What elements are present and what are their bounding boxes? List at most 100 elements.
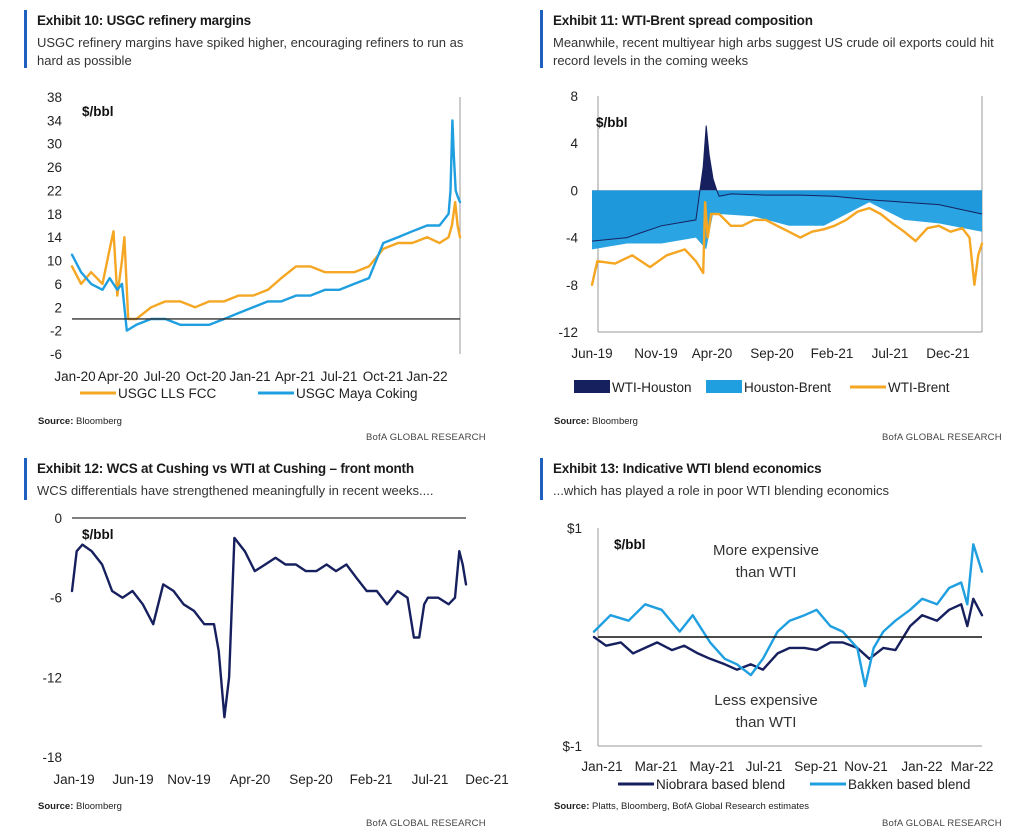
exhibit-subtitle: WCS differentials have strengthened mean… bbox=[37, 483, 434, 498]
legend-swatch bbox=[574, 380, 610, 393]
y-tick-label: 14 bbox=[47, 230, 63, 245]
y-tick-label: $-1 bbox=[562, 739, 582, 754]
x-tick-label: Jun-19 bbox=[112, 772, 153, 787]
accent-bar bbox=[540, 10, 543, 68]
exhibit-subtitle: Meanwhile, recent multiyear high arbs su… bbox=[553, 35, 994, 68]
x-tick-label: Jan-21 bbox=[581, 759, 622, 774]
y-tick-label: -8 bbox=[566, 278, 578, 293]
chart-exhibit-11: 8 4 0 -4 -8 -12 Jun-19 Nov-19 Apr-20 Sep-20 Feb-21… bbox=[558, 89, 984, 395]
bofa-brand: BofA GLOBAL RESEARCH bbox=[882, 818, 1002, 829]
y-tick-label: 6 bbox=[54, 277, 62, 292]
series-outline-wti-houston bbox=[591, 125, 983, 242]
exhibit-13-panel: Exhibit 13: Indicative WTI blend economi… bbox=[516, 452, 1024, 833]
y-tick-label: 8 bbox=[570, 89, 578, 104]
unit-label: $/bbl bbox=[82, 527, 114, 542]
bofa-brand: BofA GLOBAL RESEARCH bbox=[366, 432, 486, 443]
y-tick-label: 4 bbox=[570, 136, 578, 151]
source-label: Source: bbox=[38, 416, 74, 427]
source-text: Platts, Bloomberg, BofA Global Research … bbox=[592, 801, 810, 812]
legend-label: Niobrara based blend bbox=[656, 777, 785, 792]
legend-label: USGC Maya Coking bbox=[296, 386, 418, 401]
source-text: Bloomberg bbox=[76, 416, 122, 427]
y-tick-label: 34 bbox=[47, 113, 63, 128]
x-tick-label: Mar-22 bbox=[951, 759, 994, 774]
y-tick-label: 26 bbox=[47, 160, 62, 175]
y-tick-label: 10 bbox=[47, 254, 62, 269]
source-note: Source: Bloomberg bbox=[38, 416, 122, 427]
y-tick-label: 2 bbox=[54, 300, 62, 315]
y-tick-label: -4 bbox=[566, 231, 578, 246]
y-tick-label: 0 bbox=[570, 183, 578, 198]
unit-label: $/bbl bbox=[614, 537, 646, 552]
x-tick-label: Nov-19 bbox=[634, 346, 678, 361]
y-tick-label: $1 bbox=[567, 521, 582, 536]
exhibit-subtitle: USGC refinery margins have spiked higher… bbox=[37, 35, 464, 68]
bofa-brand: BofA GLOBAL RESEARCH bbox=[882, 432, 1002, 443]
y-tick-label: 18 bbox=[47, 207, 62, 222]
x-tick-label: Mar-21 bbox=[635, 759, 678, 774]
x-tick-label: Feb-21 bbox=[350, 772, 393, 787]
chart-exhibit-13: $1 $-1 Jan-21 Mar-21 May-21 Jul-21 Sep-21 Nov-2… bbox=[562, 521, 994, 792]
chart-exhibit-12: 0 -6 -12 -18 Jan-19 Jun-19 Nov-19 Apr-20 Sep-20 F… bbox=[42, 511, 509, 787]
legend-label: WTI-Houston bbox=[612, 380, 692, 395]
chart-annotation: than WTI bbox=[736, 564, 797, 581]
x-tick-label: Dec-21 bbox=[926, 346, 970, 361]
y-tick-label: 0 bbox=[54, 511, 62, 526]
accent-bar bbox=[24, 10, 27, 68]
bofa-brand: BofA GLOBAL RESEARCH bbox=[366, 818, 486, 829]
chart-exhibit-10: 38 34 30 26 22 18 14 10 6 2 -2 -6 Jan-20 Apr-20 Jul-20… bbox=[47, 90, 462, 401]
chart-annotation: Less expensive bbox=[714, 692, 817, 709]
exhibit-12-panel: Exhibit 12: WCS at Cushing vs WTI at Cus… bbox=[0, 452, 512, 833]
x-tick-label: Sep-20 bbox=[289, 772, 333, 787]
unit-label: $/bbl bbox=[596, 115, 628, 130]
x-tick-label: Sep-20 bbox=[750, 346, 794, 361]
x-tick-label: Nov-19 bbox=[167, 772, 211, 787]
exhibit-title: Exhibit 12: WCS at Cushing vs WTI at Cus… bbox=[37, 461, 414, 476]
source-note: Source: Bloomberg bbox=[38, 801, 122, 812]
x-tick-label: Dec-21 bbox=[465, 772, 509, 787]
accent-bar bbox=[24, 458, 27, 500]
series-line-bakken-based-blend bbox=[592, 543, 984, 688]
x-tick-label: Jul-21 bbox=[412, 772, 449, 787]
x-tick-label: Oct-20 bbox=[186, 369, 227, 384]
legend-label: WTI-Brent bbox=[888, 380, 950, 395]
source-note: Source: Bloomberg bbox=[554, 416, 638, 427]
source-label: Source: bbox=[554, 416, 590, 427]
legend-label: USGC LLS FCC bbox=[118, 386, 217, 401]
y-tick-label: 22 bbox=[47, 183, 62, 198]
exhibit-title: Exhibit 11: WTI-Brent spread composition bbox=[553, 13, 813, 28]
exhibit-10-panel: Exhibit 10: USGC refinery margins USGC r… bbox=[0, 0, 512, 450]
x-tick-label: Jan-22 bbox=[406, 369, 447, 384]
x-tick-label: Oct-21 bbox=[363, 369, 404, 384]
x-tick-label: Jan-19 bbox=[53, 772, 94, 787]
source-text: Bloomberg bbox=[592, 416, 638, 427]
exhibit-title: Exhibit 10: USGC refinery margins bbox=[37, 13, 251, 28]
series-line-niobrara-based-blend bbox=[592, 597, 984, 671]
chart-annotation: More expensive bbox=[713, 542, 819, 559]
exhibit-11-panel: Exhibit 11: WTI-Brent spread composition… bbox=[516, 0, 1024, 450]
x-tick-label: Jul-21 bbox=[746, 759, 783, 774]
x-tick-label: Sep-21 bbox=[794, 759, 838, 774]
series-line-usgc-maya-coking bbox=[70, 119, 462, 332]
x-tick-label: Jan-20 bbox=[54, 369, 95, 384]
y-tick-label: -6 bbox=[50, 347, 62, 362]
y-tick-label: -2 bbox=[50, 324, 62, 339]
x-tick-label: Jan-22 bbox=[901, 759, 942, 774]
x-tick-label: Apr-20 bbox=[230, 772, 271, 787]
accent-bar bbox=[540, 458, 543, 500]
x-tick-label: Nov-21 bbox=[844, 759, 888, 774]
chart-annotation: than WTI bbox=[736, 714, 797, 731]
exhibit-title: Exhibit 13: Indicative WTI blend economi… bbox=[553, 461, 822, 476]
y-tick-label: -12 bbox=[558, 325, 578, 340]
y-tick-label: -6 bbox=[50, 591, 62, 606]
x-tick-label: Apr-20 bbox=[692, 346, 733, 361]
legend-swatch bbox=[706, 380, 742, 393]
exhibit-subtitle: ...which has played a role in poor WTI b… bbox=[553, 483, 890, 498]
source-text: Bloomberg bbox=[76, 801, 122, 812]
x-tick-label: Apr-21 bbox=[275, 369, 316, 384]
x-tick-label: Jul-21 bbox=[321, 369, 358, 384]
y-tick-label: -18 bbox=[42, 750, 62, 765]
y-tick-label: -12 bbox=[42, 670, 62, 685]
series-line-usgc-lls-fcc bbox=[70, 200, 462, 321]
source-note: Source: Platts, Bloomberg, BofA Global R… bbox=[554, 801, 809, 812]
